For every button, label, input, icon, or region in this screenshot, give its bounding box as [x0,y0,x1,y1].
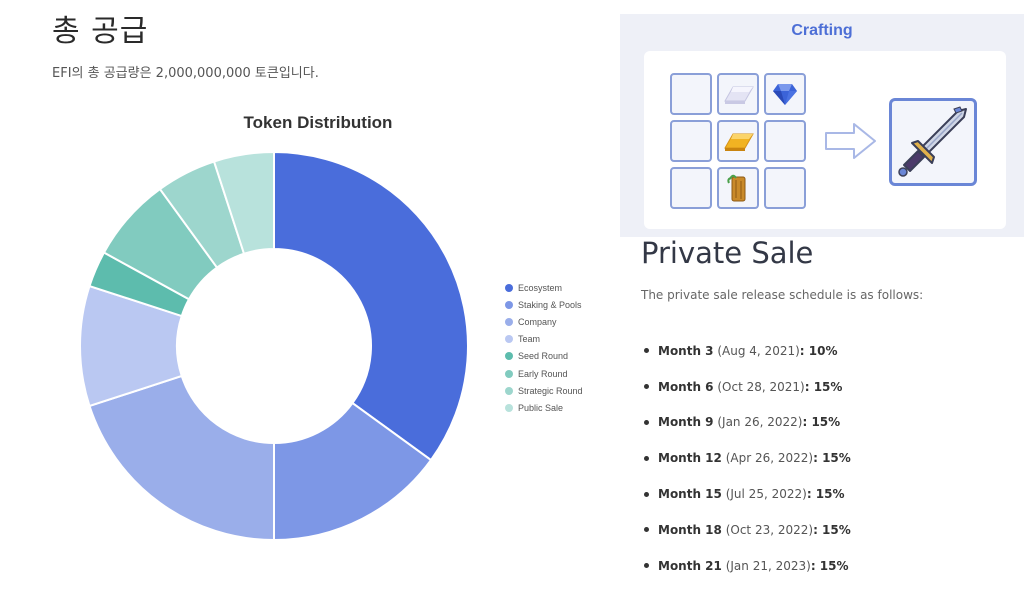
schedule-date: (Oct 23, 2022) [721,522,814,537]
legend-label: Public Sale [518,402,564,413]
legend-label: Ecosystem [518,282,563,293]
legend-item[interactable]: Staking & Pools [505,296,583,313]
crafting-result-slot [889,98,977,186]
silver-ingot-icon [724,86,754,104]
schedule-item: Month 21 (Jan 21, 2023): 15% [644,548,851,584]
legend-label: Seed Round [518,351,569,362]
gem-icon [773,84,797,105]
schedule-item: Month 6 (Oct 28, 2021): 15% [644,369,851,405]
gold-ingot-icon [724,133,754,151]
legend-label: Strategic Round [518,385,583,396]
total-supply-text: EFI의 총 공급량은 2,000,000,000 토큰입니다. [52,66,319,81]
schedule-date: (Jan 26, 2022) [713,415,803,430]
schedule-date: (Oct 28, 2021) [713,379,805,394]
crafting-card [644,51,1006,229]
private-sale-description: The private sale release schedule is as … [641,288,924,302]
slice-ecosystem[interactable] [273,150,469,462]
schedule-percent: : 15% [813,522,851,537]
legend-swatch [505,352,513,361]
schedule-date: (Jul 25, 2022) [721,487,807,502]
slice-company[interactable] [88,374,275,542]
legend-label: Staking & Pools [518,299,582,310]
slice-public-sale[interactable] [212,150,275,256]
legend-label: Early Round [518,368,568,379]
schedule-item: Month 12 (Apr 26, 2022): 15% [644,440,851,476]
arrow-right-icon [825,123,876,159]
legend-label: Company [518,316,557,327]
schedule-month: Month 12 [658,451,722,466]
schedule-month: Month 15 [658,487,722,502]
schedule-month: Month 18 [658,522,722,537]
crafting-slot [717,120,759,162]
legend-item[interactable]: Seed Round [505,348,583,365]
chart-title: Token Distribution [243,113,393,132]
legend-swatch [505,403,513,412]
crafting-panel: Crafting [620,14,1024,237]
schedule-date: (Apr 26, 2022) [721,451,814,466]
token-section: 총 공급 EFI의 총 공급량은 2,000,000,000 토큰입니다. To… [52,14,583,542]
crafting-slot [764,167,806,209]
crafting-slot [717,167,759,209]
schedule-percent: : 10% [799,343,838,358]
schedule-month: Month 21 [658,558,722,573]
schedule-item: Month 3 (Aug 4, 2021): 10% [644,333,851,369]
legend-item[interactable]: Team [505,331,583,348]
legend-swatch [505,300,513,309]
legend-item[interactable]: Ecosystem [505,279,583,296]
schedule-item: Month 9 (Jan 26, 2022): 15% [644,405,851,441]
legend-item[interactable]: Public Sale [505,399,583,416]
private-sale-title: Private Sale [641,236,814,270]
page-title: 총 공급 [52,14,149,49]
schedule-percent: : 15% [804,379,843,394]
sword-icon [898,106,967,177]
crafting-title: Crafting [791,22,853,39]
schedule-percent: : 15% [806,487,845,502]
schedule-month: Month 9 [658,415,714,430]
legend-swatch [505,317,513,326]
legend-swatch [505,283,513,292]
schedule-date: (Aug 4, 2021) [713,343,800,358]
crafting-grid [670,73,806,209]
schedule-percent: : 15% [813,451,851,466]
wood-log-icon [727,174,746,202]
token-distribution-chart [79,150,469,542]
legend-item[interactable]: Company [505,313,583,330]
legend-item[interactable]: Strategic Round [505,382,583,399]
legend-swatch [505,335,513,344]
legend-swatch [505,386,513,395]
crafting-slot [717,73,759,115]
crafting-slot [670,73,712,115]
schedule-month: Month 6 [658,379,714,394]
legend-swatch [505,369,513,378]
schedule-item: Month 18 (Oct 23, 2022): 15% [644,512,851,548]
crafting-slot [764,73,806,115]
crafting-slot [670,167,712,209]
crafting-slot [670,120,712,162]
schedule-percent: : 15% [810,558,849,573]
release-schedule-list: Month 3 (Aug 4, 2021): 10% Month 6 (Oct 2… [644,333,851,584]
schedule-item: Month 15 (Jul 25, 2022): 15% [644,476,851,512]
legend-label: Team [518,334,541,345]
legend-item[interactable]: Early Round [505,365,583,382]
schedule-date: (Jan 21, 2023) [721,558,811,573]
crafting-slot [764,120,806,162]
schedule-month: Month 3 [658,343,714,358]
schedule-percent: : 15% [802,415,841,430]
chart-legend: Ecosystem Staking & Pools Company Team Seed … [505,279,583,417]
